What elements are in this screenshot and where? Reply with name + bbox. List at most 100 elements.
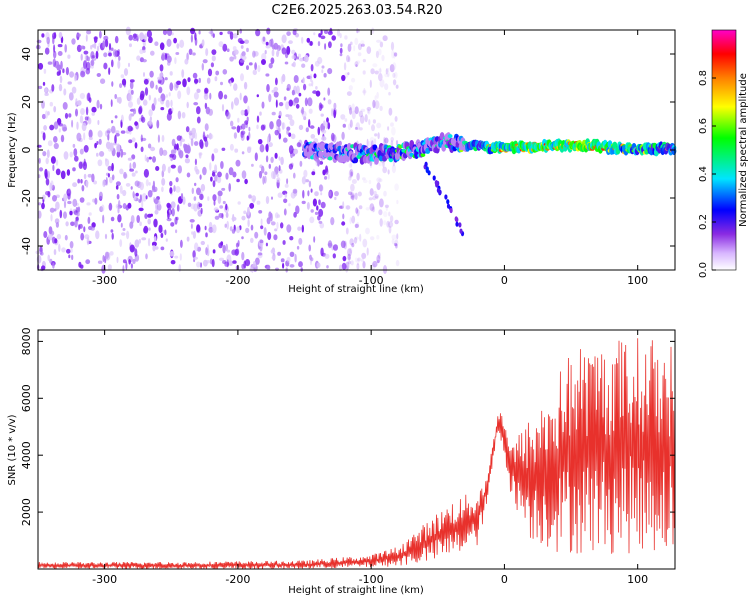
spectrogram-noise-point: [376, 235, 380, 240]
spectrogram-noise-point: [228, 260, 233, 266]
spectrogram-noise-point: [194, 141, 199, 146]
spectrogram-noise-point: [145, 195, 148, 200]
spectrogram-noise-point: [259, 144, 265, 153]
spectrogram-noise-point: [117, 214, 122, 223]
spectrogram-noise-point: [79, 92, 85, 100]
spectrogram-noise-point: [178, 264, 182, 272]
spectrogram-noise-point: [93, 180, 97, 185]
spectrogram-noise-point: [324, 253, 330, 259]
spectrogram-noise-point: [291, 55, 296, 60]
spectrogram-noise-point: [40, 251, 44, 256]
spectrogram-noise-point: [47, 254, 50, 261]
spectrogram-noise-point: [119, 239, 123, 248]
spectrogram-noise-point: [306, 37, 311, 43]
spectrogram-noise-point: [190, 34, 193, 43]
spectrogram-noise-point: [395, 140, 399, 146]
spectrogram-noise-point: [391, 49, 395, 59]
spectrogram-noise-point: [367, 110, 371, 115]
spectrogram-noise-point: [85, 67, 91, 75]
spectrogram-noise-point: [162, 149, 168, 156]
spectrogram-noise-point: [115, 133, 120, 137]
spectrogram-noise-point: [339, 33, 342, 39]
spectrogram-noise-point: [52, 262, 55, 269]
spectrogram-noise-point: [186, 86, 191, 96]
spectrogram-noise-point: [149, 70, 154, 78]
spectrogram-noise-point: [266, 84, 270, 93]
spectrogram-noise-point: [390, 140, 394, 148]
snr-x-tick-label: -200: [225, 573, 250, 586]
spectrogram-noise-point: [111, 125, 116, 134]
spectrogram-noise-point: [263, 227, 267, 236]
spectrogram-noise-point: [119, 185, 123, 194]
spectrogram-noise-point: [319, 222, 325, 229]
spectrogram-noise-point: [153, 186, 158, 192]
spectrogram-noise-point: [312, 198, 317, 207]
spectrogram-noise-point: [44, 92, 49, 96]
spectrogram-noise-point: [350, 260, 354, 266]
spectrogram-noise-point: [386, 220, 390, 228]
spectrogram-noise-point: [384, 137, 389, 144]
spectrogram-noise-point: [232, 46, 237, 51]
spectrogram-noise-point: [268, 62, 273, 69]
spectrogram-noise-point: [186, 172, 191, 178]
spectrogram-noise-point: [83, 226, 86, 233]
spectrogram-noise-point: [308, 244, 312, 252]
spectrogram-noise-point: [288, 145, 294, 155]
spectrogram-noise-point: [372, 195, 377, 201]
spectrogram-noise-point: [222, 69, 228, 75]
spectrogram-noise-point: [212, 33, 215, 38]
spectrogram-noise-point: [219, 31, 223, 36]
spectrogram-noise-point: [331, 35, 337, 41]
spectrogram-noise-point: [283, 198, 288, 204]
spectrogram-noise-point: [44, 172, 48, 179]
spectrogram-noise-point: [249, 202, 255, 209]
spectrogram-noise-point: [76, 132, 82, 142]
spectrogram-noise-point: [171, 138, 176, 147]
spectrogram-noise-point: [348, 169, 353, 179]
spectrogram-noise-point: [236, 178, 240, 183]
spectrogram-noise-point: [260, 218, 263, 226]
spectrogram-noise-point: [314, 191, 319, 197]
spectrogram-noise-point: [244, 259, 251, 267]
spectrogram-noise-point: [265, 143, 269, 153]
spectrogram-noise-point: [344, 118, 348, 122]
spectrogram-noise-point: [383, 190, 387, 197]
spectrogram-noise-point: [243, 81, 248, 90]
spectrogram-noise-point: [273, 86, 279, 92]
spectrogram-noise-point: [289, 251, 295, 257]
spectrogram-noise-point: [147, 213, 152, 218]
spectrogram-noise-point: [65, 67, 69, 76]
spectrogram-noise-point: [340, 240, 346, 249]
spectrogram-noise-point: [333, 244, 338, 251]
spectrogram-noise-point: [284, 193, 288, 198]
spectrogram-noise-point: [258, 210, 263, 214]
spectrogram-x-tick-label: -100: [359, 274, 384, 287]
spectrogram-noise-point: [232, 33, 238, 39]
spectrogram-noise-point: [394, 71, 398, 79]
spectrogram-noise-point: [224, 261, 230, 267]
spectrogram-noise-point: [116, 150, 121, 158]
spectrogram-noise-point: [232, 260, 237, 264]
spectrogram-noise-point: [233, 97, 240, 106]
spectrogram-noise-point: [231, 229, 236, 234]
spectrogram-noise-point: [83, 50, 89, 55]
spectrogram-noise-point: [170, 201, 176, 209]
spectrogram-noise-point: [167, 166, 171, 174]
spectrogram-noise-point: [354, 106, 359, 115]
spectrogram-noise-point: [53, 142, 59, 150]
spectrogram-noise-point: [303, 83, 307, 91]
spectrogram-noise-point: [104, 233, 108, 240]
spectrogram-noise-point: [44, 47, 50, 55]
spectrogram-noise-point: [180, 193, 184, 200]
spectrogram-noise-point: [63, 200, 67, 209]
spectrogram-noise-point: [351, 110, 356, 120]
spectrogram-noise-point: [190, 27, 196, 35]
spectrogram-noise-point: [84, 55, 87, 61]
spectrogram-noise-point: [96, 152, 99, 157]
spectrogram-noise-point: [136, 55, 141, 61]
spectrogram-noise-point: [378, 162, 383, 167]
spectrogram-noise-point: [122, 259, 127, 264]
spectrogram-noise-point: [50, 180, 54, 190]
spectrogram-noise-point: [353, 237, 358, 244]
spectrogram-noise-point: [88, 129, 93, 139]
